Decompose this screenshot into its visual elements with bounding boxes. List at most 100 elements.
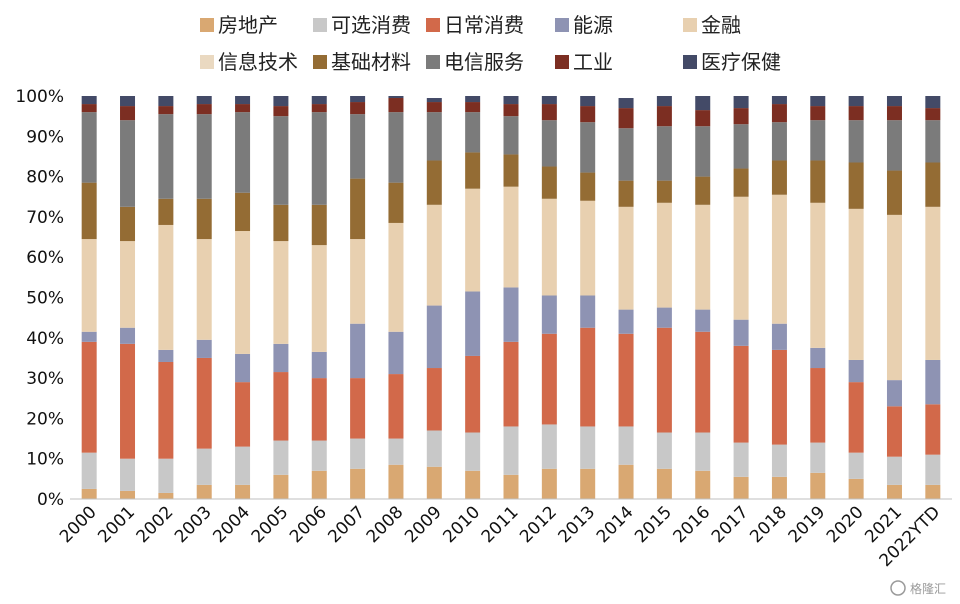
bar-segment xyxy=(733,108,749,125)
bar-segment xyxy=(158,114,174,199)
bar-segment xyxy=(541,96,557,105)
bar-segment xyxy=(388,331,404,375)
legend-swatch xyxy=(200,55,214,69)
bar-segment xyxy=(810,202,826,348)
bar-segment xyxy=(158,198,174,225)
bar-segment xyxy=(848,208,864,360)
bar-segment xyxy=(273,343,289,373)
bar-segment xyxy=(656,468,672,499)
bar-segment xyxy=(848,478,864,499)
y-tick-label: 40% xyxy=(26,329,64,349)
bar-segment xyxy=(158,361,174,459)
bar-segment xyxy=(810,347,826,369)
bar-segment xyxy=(848,120,864,163)
bar-segment xyxy=(580,295,596,328)
bar-segment xyxy=(541,333,557,425)
bar-segment xyxy=(695,176,711,205)
bar-segment xyxy=(925,96,941,109)
bar-stack-2020 xyxy=(848,96,864,499)
bar-segment xyxy=(886,96,902,107)
x-tick-label: 2012 xyxy=(516,502,561,547)
bar-segment xyxy=(235,96,251,105)
y-tick-label: 20% xyxy=(26,409,64,429)
x-tick-label: 2016 xyxy=(670,502,715,547)
bar-segment xyxy=(235,192,251,232)
legend-label: 可选消费 xyxy=(331,13,411,37)
legend-label: 基础材料 xyxy=(331,50,411,74)
bar-segment xyxy=(158,458,174,493)
bar-segment xyxy=(886,214,902,381)
bar-segment xyxy=(771,160,787,195)
legend-swatch xyxy=(426,55,440,69)
bar-segment xyxy=(925,404,941,455)
bar-segment xyxy=(541,198,557,296)
bar-segment xyxy=(656,307,672,328)
bar-segment xyxy=(235,353,251,383)
bar-segment xyxy=(350,239,366,324)
bar-segment xyxy=(465,96,481,103)
bar-segment xyxy=(695,96,711,111)
bar-stack-2003 xyxy=(196,96,212,499)
bar-segment xyxy=(465,102,481,113)
bar-segment xyxy=(925,454,941,485)
bar-stack-2004 xyxy=(235,96,251,499)
bar-segment xyxy=(771,104,787,123)
bar-segment xyxy=(273,116,289,205)
bar-segment xyxy=(196,239,212,340)
bar-segment xyxy=(158,492,174,499)
bar-segment xyxy=(733,442,749,477)
bar-segment xyxy=(810,442,826,473)
bar-stack-2008 xyxy=(388,96,404,499)
legend-label: 金融 xyxy=(701,13,741,37)
bar-segment xyxy=(925,120,941,163)
x-tick-label: 2004 xyxy=(209,502,254,547)
bar-segment xyxy=(695,110,711,127)
bar-segment xyxy=(503,116,519,155)
bar-segment xyxy=(503,154,519,187)
bar-segment xyxy=(925,162,941,207)
x-tick-label: 2003 xyxy=(171,502,216,547)
bar-stack-2011 xyxy=(503,96,519,499)
bar-segment xyxy=(273,96,289,107)
y-tick-label: 70% xyxy=(26,208,64,228)
bar-segment xyxy=(388,182,404,223)
bar-segment xyxy=(273,204,289,242)
bar-segment xyxy=(848,162,864,209)
bar-segment xyxy=(388,374,404,439)
bar-stack-2015 xyxy=(656,96,672,499)
bar-segment xyxy=(771,444,787,477)
y-tick-label: 10% xyxy=(26,450,64,470)
bar-segment xyxy=(618,108,634,129)
bar-stack-2012 xyxy=(541,96,557,499)
bar-segment xyxy=(848,452,864,479)
bar-segment xyxy=(465,152,481,189)
y-tick-label: 60% xyxy=(26,248,64,268)
x-tick-label: 2005 xyxy=(248,502,293,547)
bar-segment xyxy=(733,124,749,169)
bar-segment xyxy=(541,120,557,167)
bar-segment xyxy=(465,355,481,433)
bar-segment xyxy=(503,186,519,288)
bar-segment xyxy=(196,114,212,199)
bar-segment xyxy=(695,309,711,332)
bar-segment xyxy=(618,309,634,334)
bar-segment xyxy=(886,380,902,407)
watermark: 格隆汇 xyxy=(890,580,946,596)
x-tick-label: 2011 xyxy=(478,502,523,547)
bar-segment xyxy=(196,198,212,240)
bar-segment xyxy=(426,204,442,306)
bar-stack-2013 xyxy=(580,96,596,499)
bar-segment xyxy=(580,122,596,173)
x-tick-label: 2018 xyxy=(746,502,791,547)
bar-stack-2021 xyxy=(886,96,902,499)
bar-segment xyxy=(695,432,711,471)
bar-segment xyxy=(733,476,749,499)
y-tick-label: 80% xyxy=(26,168,64,188)
bar-segment xyxy=(311,204,327,246)
bar-segment xyxy=(541,104,557,121)
y-tick-label: 100% xyxy=(15,87,64,107)
bar-segment xyxy=(580,172,596,201)
x-tick-label: 2007 xyxy=(324,502,369,547)
bar-segment xyxy=(541,166,557,199)
